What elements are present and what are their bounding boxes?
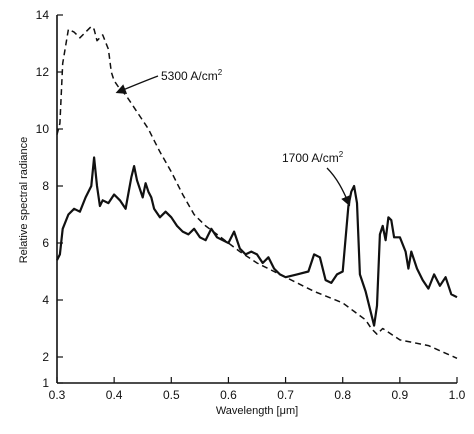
y-tick-label: 6 xyxy=(42,236,49,250)
series-lines xyxy=(56,25,458,359)
arrow-5300 xyxy=(115,75,159,94)
x-tick-label: 0.7 xyxy=(277,388,294,402)
y-tick-label: 4 xyxy=(42,293,49,307)
x-axis-label: Wavelength [μm] xyxy=(216,405,298,417)
y-tick-label: 14 xyxy=(36,8,50,22)
x-tick-label: 0.9 xyxy=(392,388,409,402)
y-tick-label: 12 xyxy=(36,65,50,79)
y-tick-label: 1 xyxy=(42,376,49,390)
label-5300-sup: 2 xyxy=(218,68,223,77)
label-1700-main: 1700 A/cm xyxy=(282,151,339,165)
y-tick-label: 8 xyxy=(42,179,49,193)
y-axis-label: Relative spectral radiance xyxy=(18,137,30,264)
x-tick-label: 0.4 xyxy=(106,388,123,402)
label-1700: 1700 A/cm2 xyxy=(282,150,344,165)
label-5300: 5300 A/cm2 xyxy=(161,68,223,83)
tick-marks xyxy=(56,14,458,384)
axes xyxy=(56,15,457,384)
y-tick-label: 10 xyxy=(36,122,50,136)
y-tick-label: 2 xyxy=(42,350,49,364)
series-5300-line xyxy=(56,25,458,359)
x-tick-label: 0.5 xyxy=(163,388,180,402)
x-tick-label: 1.0 xyxy=(449,388,466,402)
x-tick-label: 0.6 xyxy=(220,388,237,402)
x-tick-label: 0.8 xyxy=(334,388,351,402)
label-5300-main: 5300 A/cm xyxy=(161,69,218,83)
x-tick-label: 0.3 xyxy=(49,388,66,402)
series-1700-line xyxy=(56,156,458,327)
arrow-1700 xyxy=(326,167,351,207)
label-1700-sup: 2 xyxy=(339,150,344,159)
